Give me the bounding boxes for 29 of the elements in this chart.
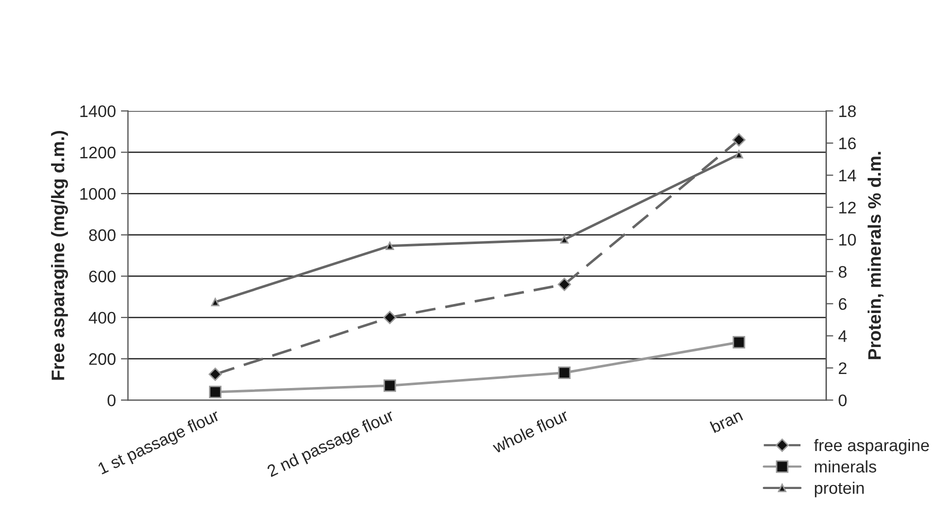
- point: [384, 379, 396, 392]
- y2-axis-title: Protein, minerals % d.m.: [868, 152, 884, 360]
- y-tick-label: 200: [89, 353, 116, 365]
- x-tick-label: bran: [710, 408, 744, 434]
- y2-tick-label: 0: [838, 394, 847, 406]
- y-tick-label: 400: [88, 312, 116, 324]
- y2-tick-label: 4: [838, 330, 847, 342]
- legend-label: minerals: [814, 460, 876, 473]
- x-tick-label: whole flour: [491, 408, 570, 454]
- y2-tick-label: 18: [839, 105, 856, 118]
- y-tick-label: 1200: [80, 146, 116, 158]
- y-tick-label: 1400: [80, 105, 116, 118]
- y-tick-label: 0: [108, 394, 116, 406]
- point: [209, 386, 222, 398]
- y2-tick-label: 16: [839, 137, 856, 150]
- y2-tick-label: 12: [839, 202, 856, 214]
- point: [558, 366, 571, 380]
- y2-tick-label: 14: [839, 170, 856, 182]
- y-tick-label: 800: [89, 229, 116, 242]
- y-axis-title: Free asparagine (mg/kg d.m.): [51, 130, 68, 380]
- y2-tick-label: 2: [838, 362, 846, 374]
- y2-tick-label: 10: [839, 234, 856, 246]
- legend-label: free asparagine: [814, 438, 929, 455]
- point: [732, 336, 746, 348]
- y2-tick-label: 6: [838, 298, 847, 310]
- y2-tick-label: 8: [838, 266, 847, 278]
- legend-label: protein: [814, 482, 864, 498]
- y-tick-label: 600: [89, 270, 116, 282]
- y-tick-label: 1000: [80, 188, 116, 200]
